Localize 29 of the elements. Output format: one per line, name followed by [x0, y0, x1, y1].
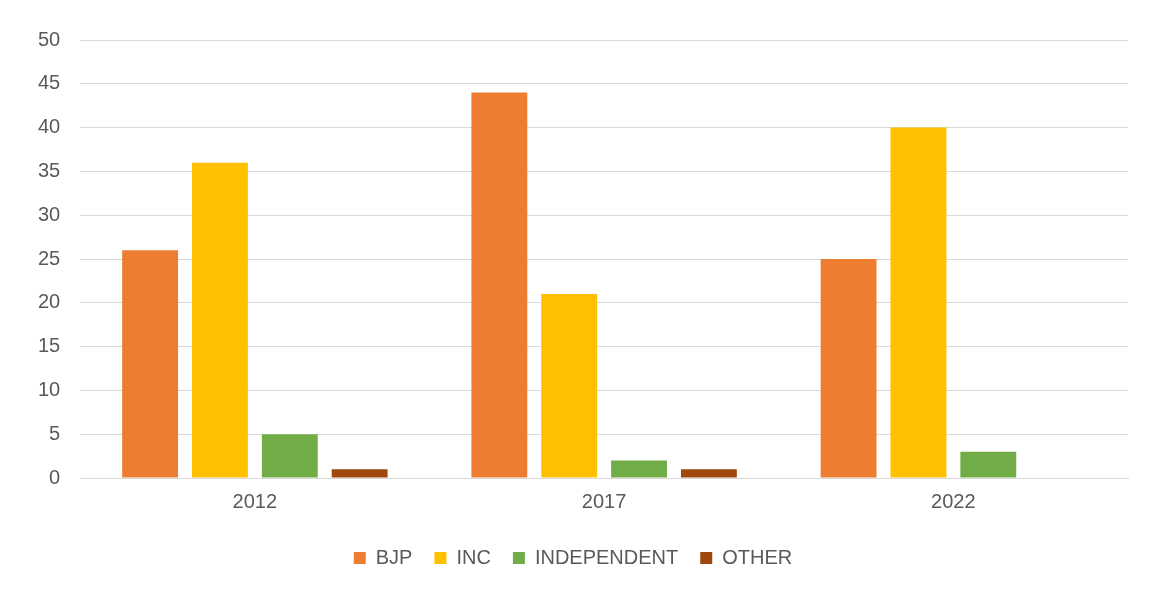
bar	[471, 92, 528, 478]
bar	[680, 469, 737, 478]
legend-label: INDEPENDENT	[534, 545, 679, 568]
bar	[820, 259, 877, 478]
legend-label: INC	[456, 545, 491, 568]
y-tick-label: 20	[38, 290, 61, 313]
bar	[331, 469, 388, 478]
y-tick-label: 5	[49, 421, 61, 444]
y-tick-label: 35	[38, 158, 61, 181]
y-tick-label: 25	[38, 246, 61, 269]
y-tick-label: 45	[38, 71, 61, 94]
y-tick-label: 15	[38, 334, 61, 357]
bar	[122, 250, 179, 478]
bar	[261, 434, 318, 478]
bar	[611, 460, 667, 478]
legend-label: BJP	[375, 545, 413, 568]
x-tick-label: 2017	[581, 489, 627, 512]
bar	[890, 127, 947, 478]
bar	[192, 162, 248, 478]
x-tick-label: 2012	[232, 489, 278, 512]
legend-label: OTHER	[722, 545, 793, 568]
y-tick-label: 40	[38, 115, 61, 138]
y-tick-label: 0	[49, 465, 61, 488]
y-tick-label: 30	[38, 202, 61, 225]
bar	[960, 451, 1017, 478]
x-tick-label: 2022	[931, 489, 976, 512]
y-tick-label: 10	[38, 377, 61, 400]
y-tick-label: 50	[38, 27, 61, 50]
bar	[541, 294, 598, 478]
